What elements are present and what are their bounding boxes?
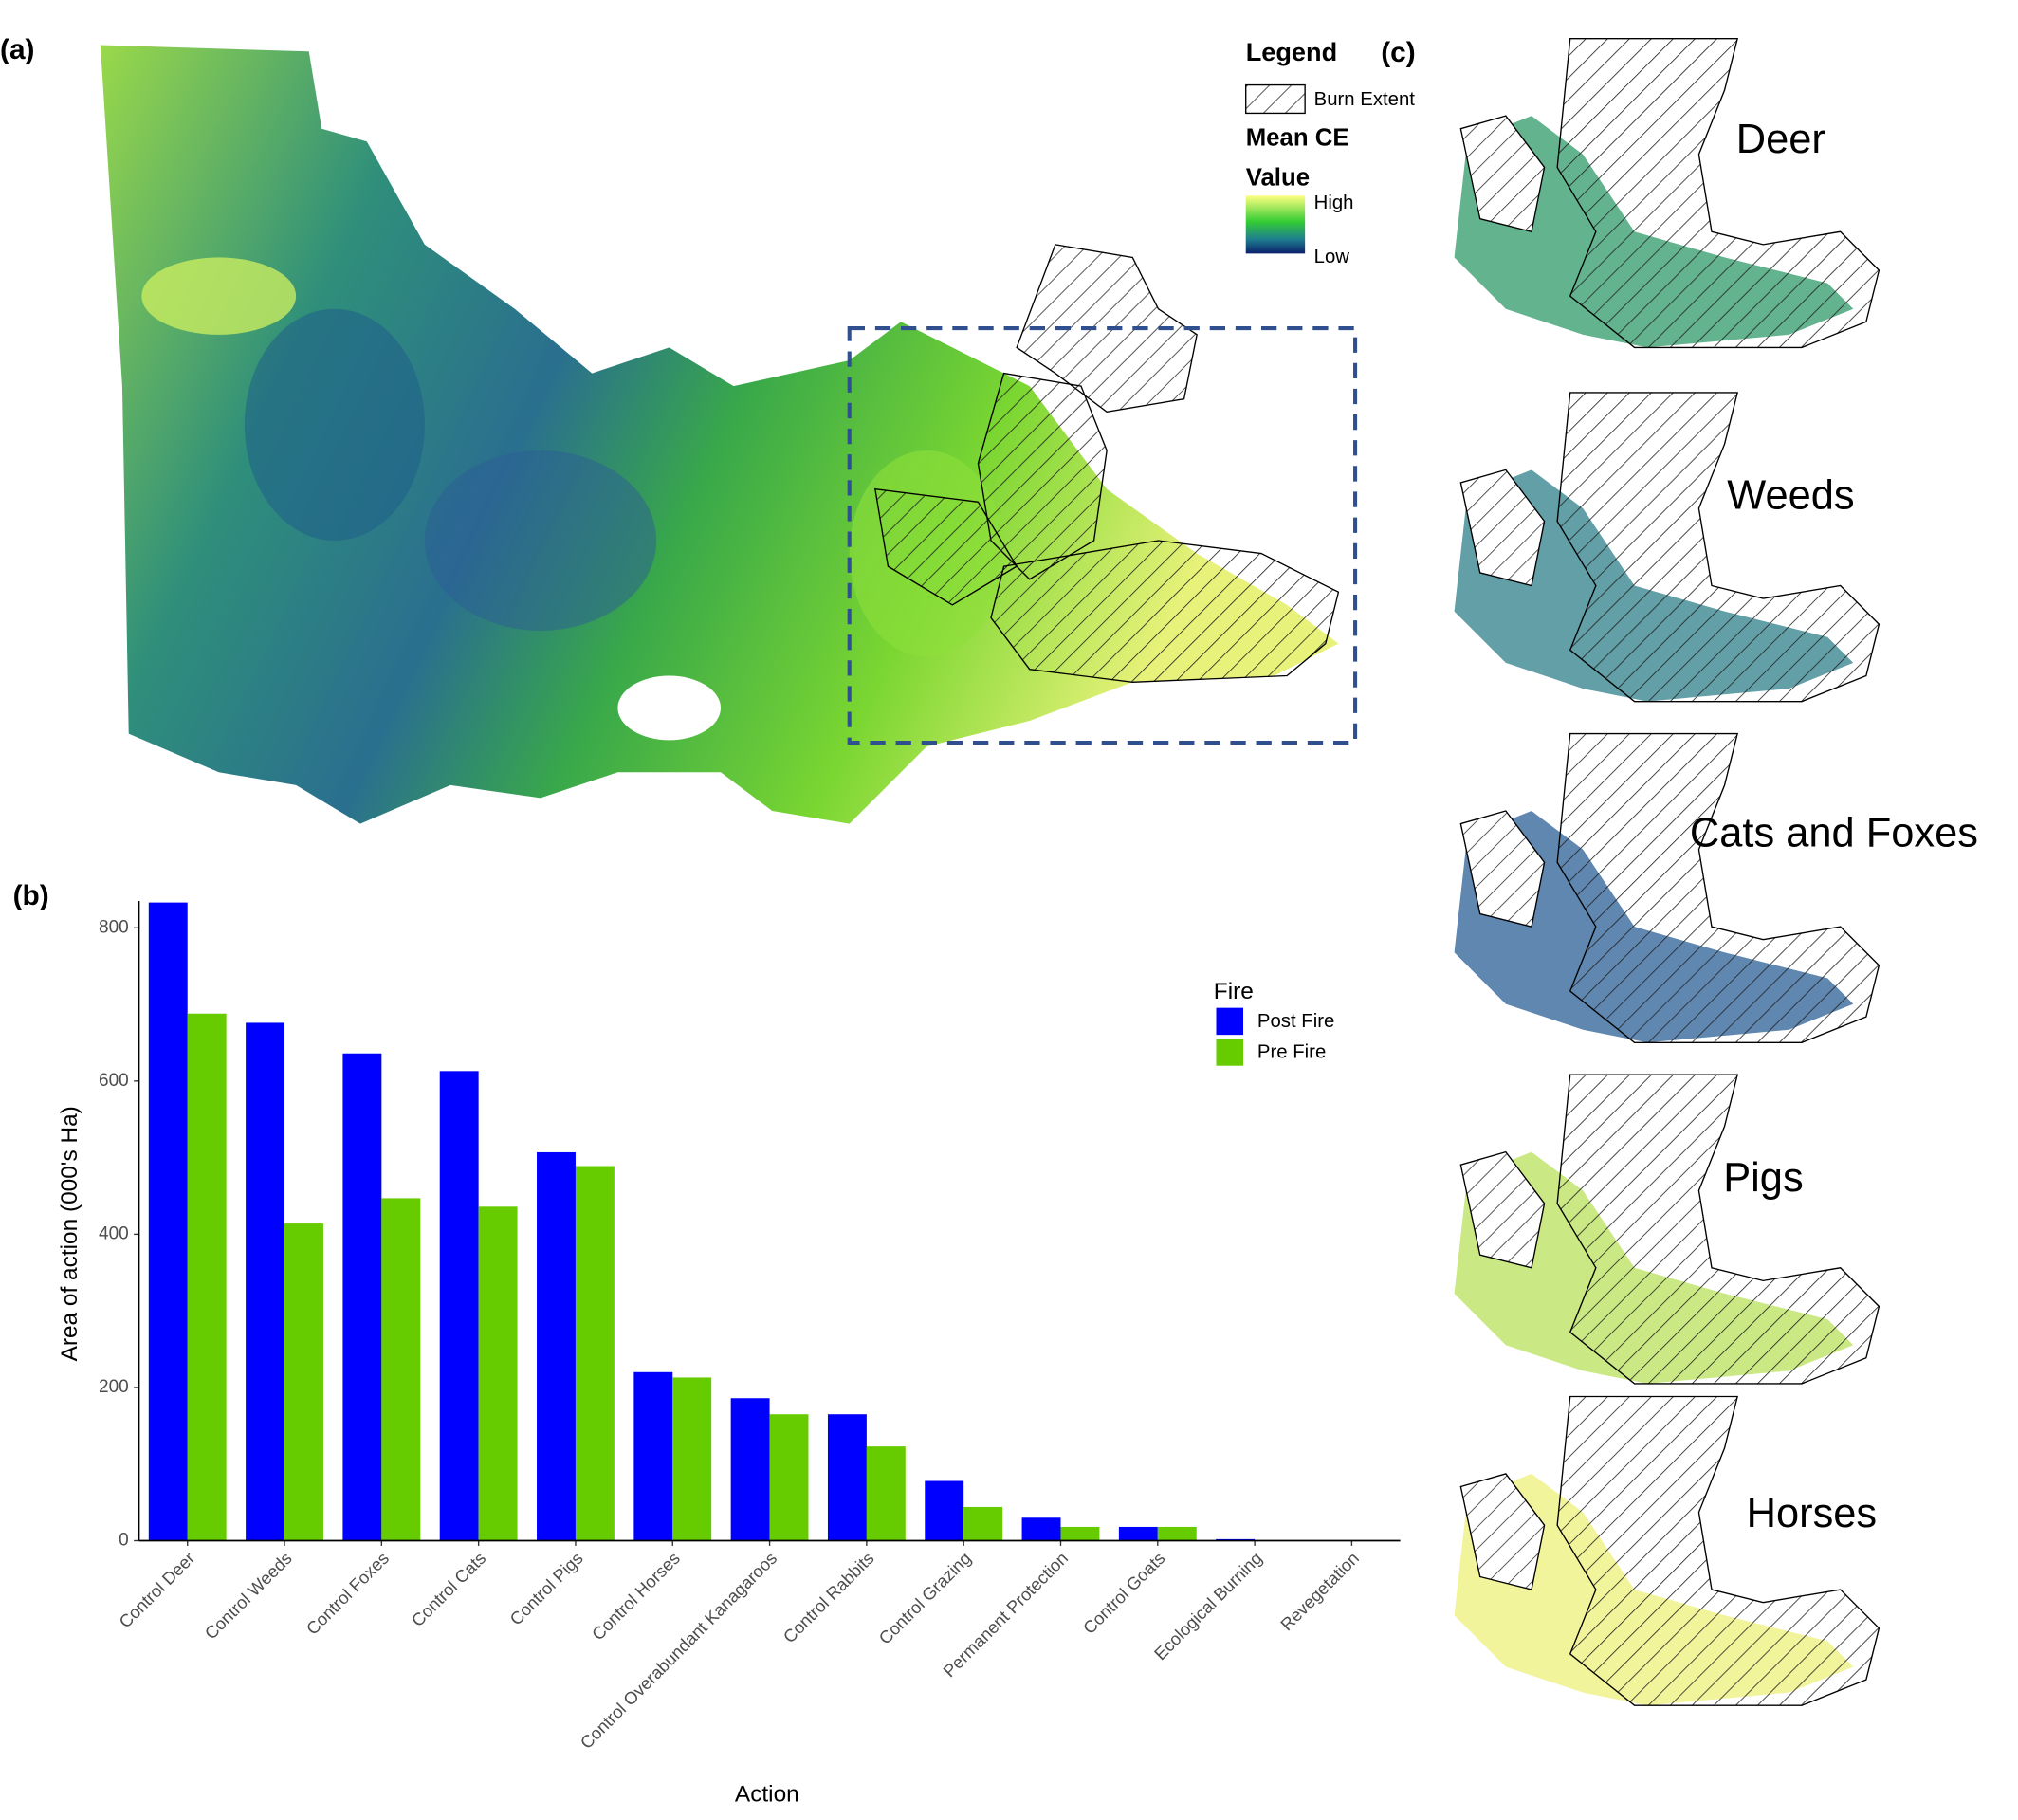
burn-extent <box>1459 1473 1546 1590</box>
bar <box>439 1071 479 1541</box>
panel-label: (c) <box>1381 37 1415 68</box>
legend-label: Post Fire <box>1257 1011 1334 1032</box>
x-tick-label: Control Foxes <box>303 1548 393 1638</box>
x-tick-label: Control Overabundant Kanagaroos <box>577 1548 781 1753</box>
burn-extent <box>1556 38 1880 349</box>
bar <box>963 1506 1003 1541</box>
burn-extent <box>1556 1074 1880 1385</box>
x-axis-title: Action <box>735 1782 799 1808</box>
burn-extent <box>1556 392 1880 703</box>
legend-label: Pre Fire <box>1257 1042 1326 1063</box>
species-map <box>1454 38 1880 349</box>
bar <box>1060 1526 1100 1541</box>
x-tick-label: Control Cats <box>408 1548 490 1630</box>
bar <box>633 1371 673 1541</box>
bar <box>148 902 188 1541</box>
y-tick-label: 600 <box>99 1071 129 1091</box>
color-ramp <box>1245 195 1306 254</box>
species-map <box>1454 392 1880 703</box>
bar <box>246 1022 285 1541</box>
legend-title: Value <box>1246 164 1310 191</box>
map-label: Horses <box>1747 1491 1878 1536</box>
burn-extent <box>1459 115 1546 233</box>
y-axis-title: Area of action (000's Ha) <box>57 1106 83 1361</box>
species-map <box>1454 1074 1880 1385</box>
legend-title: Fire <box>1214 979 1254 1004</box>
x-tick-label: Control Weeds <box>200 1548 295 1643</box>
bar <box>575 1166 615 1541</box>
burn-extent <box>1556 732 1880 1043</box>
x-tick-label: Control Grazing <box>874 1548 975 1648</box>
y-tick-label: 800 <box>99 917 129 937</box>
map-label: Weeds <box>1727 473 1854 519</box>
bar <box>1021 1517 1061 1541</box>
map-label: Pigs <box>1723 1155 1803 1201</box>
legend-key <box>1245 83 1306 115</box>
burn-extent <box>1459 469 1546 587</box>
legend-label: High <box>1314 193 1354 213</box>
y-tick-label: 400 <box>99 1223 129 1243</box>
bar <box>1157 1526 1197 1541</box>
y-tick-label: 0 <box>119 1531 129 1551</box>
species-map <box>1454 732 1880 1043</box>
bar <box>478 1206 518 1541</box>
bar <box>866 1446 906 1541</box>
legend-label: Low <box>1314 247 1350 267</box>
bar <box>381 1198 421 1541</box>
legend-title: Legend <box>1246 37 1337 66</box>
x-tick-label: Control Rabbits <box>779 1548 877 1646</box>
x-tick-label: Revegetation <box>1276 1548 1363 1634</box>
species-map <box>1454 1395 1880 1706</box>
x-tick-label: Control Goats <box>1079 1548 1169 1638</box>
bar <box>187 1013 227 1541</box>
map-label: Cats and Foxes <box>1690 810 1978 855</box>
bar <box>672 1377 712 1541</box>
x-tick-label: Control Pigs <box>505 1548 586 1628</box>
x-tick-label: Control Deer <box>115 1548 198 1631</box>
legend-title: Mean CE <box>1246 124 1349 151</box>
panel-label: (b) <box>13 880 49 911</box>
bar <box>537 1151 576 1541</box>
y-tick-label: 200 <box>99 1377 129 1397</box>
x-tick-label: Ecological Burning <box>1150 1548 1266 1664</box>
legend-key <box>1216 1007 1243 1036</box>
legend-key <box>1216 1039 1243 1066</box>
bar <box>925 1480 964 1541</box>
bar <box>342 1053 382 1541</box>
panel-label: (a) <box>0 34 34 65</box>
x-tick-label: Control Horses <box>588 1548 684 1644</box>
burn-extent <box>1459 1150 1546 1269</box>
bar <box>769 1414 809 1541</box>
burn-extent <box>1556 1395 1880 1706</box>
bar <box>284 1223 323 1541</box>
bar <box>827 1414 867 1541</box>
legend-label: Burn Extent <box>1314 89 1416 110</box>
state-map <box>100 45 1358 824</box>
bar <box>1118 1526 1158 1541</box>
burn-extent <box>1459 810 1546 928</box>
map-label: Deer <box>1736 117 1825 162</box>
species-maps: Deer Weeds Cats and Foxes Pigs Horses <box>1454 38 1978 1706</box>
bar <box>730 1398 770 1541</box>
